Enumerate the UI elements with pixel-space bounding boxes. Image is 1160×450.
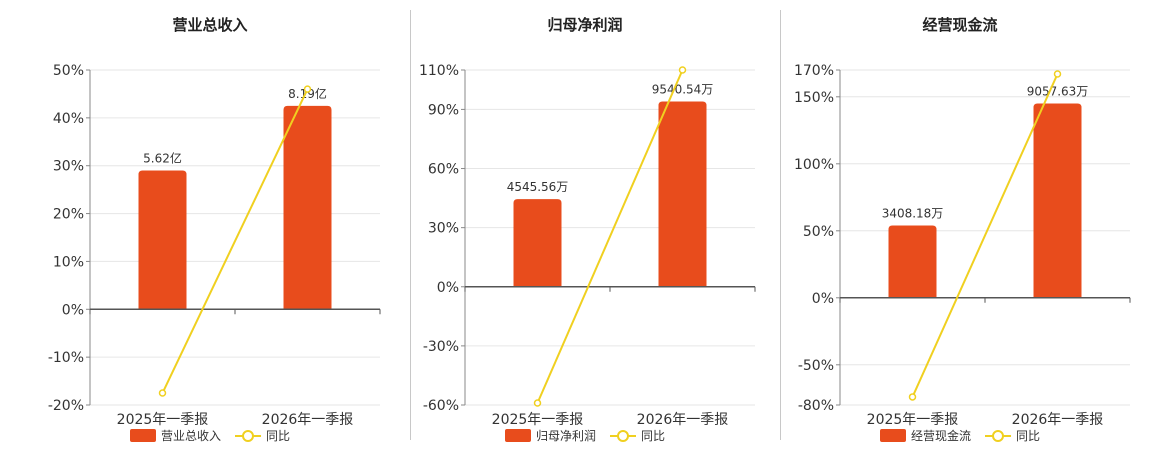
legend-line-label: 同比 [641,429,666,443]
bar [658,101,707,287]
y-tick-label: 10% [53,254,84,270]
x-category-label: 2026年一季报 [637,412,729,428]
y-tick-label: 30% [53,159,84,175]
chart-panel-net-profit: 归母净利润 -60% -30% 0% 30% 60% 90% 110% 4545.56万 954… [400,0,770,450]
y-tick-label: 50% [53,63,84,79]
legend: 经营现金流 同比 [775,427,1145,444]
yoy-point [908,393,917,401]
y-tick-label: 100% [794,157,834,173]
y-tick-label: 60% [428,162,459,178]
yoy-point [303,85,312,93]
x-category-label: 2026年一季报 [1012,412,1104,428]
chart-title: 营业总收入 [172,16,248,34]
y-tick-label: 0% [812,291,834,307]
legend-bar-swatch [879,429,906,442]
chart-svg: -20% -10% 0% 10% 20% 30% 40% 50% 5.62亿 8.19亿 2025年… [48,63,381,428]
bar-data-label: 9057.63万 [1027,85,1089,99]
y-tick-label: 0% [437,280,459,296]
y-tick-label: -20% [48,398,84,414]
chart-svg: -60% -30% 0% 30% 60% 90% 110% 4545.56万 9540.54万 2… [419,63,756,428]
legend-bar-label: 营业总收入 [160,429,221,443]
bar [1033,103,1082,298]
yoy-point [678,66,687,74]
x-category-label: 2025年一季报 [117,412,209,428]
panel-divider [780,10,781,440]
y-tick-label: 50% [803,224,834,240]
bar [283,105,332,310]
x-category-label: 2026年一季报 [262,412,354,428]
legend: 归母净利润 同比 [400,427,770,444]
x-category-label: 2025年一季报 [867,412,959,428]
legend-bar-label: 归母净利润 [535,429,596,443]
chart-title: 经营现金流 [922,16,998,34]
y-tick-label: 20% [53,207,84,223]
legend-line-label: 同比 [266,429,291,443]
y-tick-label: 0% [62,302,84,318]
bar-data-label: 5.62亿 [143,151,182,166]
yoy-line [161,88,309,394]
y-tick-label: -80% [798,398,834,414]
bar-data-label: 8.19亿 [288,86,327,101]
bar-data-label: 3408.18万 [882,206,944,220]
yoy-line [911,73,1059,398]
y-tick-label: 110% [419,63,459,79]
legend-bar-label: 经营现金流 [910,429,971,443]
y-tick-label: 40% [53,111,84,127]
y-tick-label: -10% [48,350,84,366]
x-category-label: 2025年一季报 [492,412,584,428]
legend-line-swatch [985,429,1011,442]
yoy-line [536,69,684,404]
legend-line-swatch [235,429,261,442]
chart-svg: -80% -50% 0% 50% 100% 150% 170% 3408.18万 9057.63… [794,63,1131,428]
y-tick-label: 30% [428,221,459,237]
chart-panel-revenue: 营业总收入 -20% -10% 0% 10% 20% 30% 40% 50% 5.62亿 8.19… [25,0,395,450]
bar [888,225,937,298]
y-tick-label: 150% [794,90,834,106]
y-tick-label: 170% [794,63,834,79]
yoy-point [533,399,542,407]
legend-bar-swatch [129,429,156,442]
y-tick-label: -50% [798,358,834,374]
panel-divider [410,10,411,440]
chart-panel-cashflow: 经营现金流 -80% -50% 0% 50% 100% 150% 170% 3408.18万 9… [775,0,1145,450]
legend: 营业总收入 同比 [25,427,395,444]
y-tick-label: 90% [428,102,459,118]
yoy-point [158,389,167,397]
legend-bar-swatch [504,429,531,442]
bar-data-label: 9540.54万 [652,83,714,97]
bar [138,170,187,310]
y-tick-label: -30% [423,339,459,355]
chart-title: 归母净利润 [547,16,623,34]
yoy-point [1053,70,1062,78]
bar [513,199,562,287]
y-tick-label: -60% [423,398,459,414]
legend-line-label: 同比 [1016,429,1041,443]
legend-line-swatch [610,429,636,442]
bar-data-label: 4545.56万 [507,180,569,194]
